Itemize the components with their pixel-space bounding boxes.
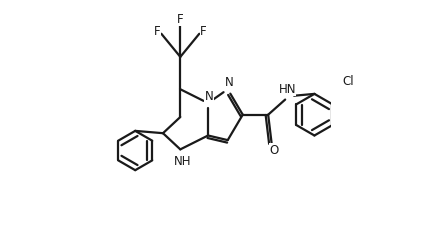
Text: F: F [154,25,160,38]
Text: N: N [205,90,214,103]
Text: F: F [177,13,184,26]
Text: NH: NH [174,155,191,168]
Text: F: F [200,25,207,38]
Text: O: O [270,144,279,157]
Text: N: N [225,76,234,89]
Text: HN: HN [278,83,296,96]
Text: Cl: Cl [343,75,354,88]
